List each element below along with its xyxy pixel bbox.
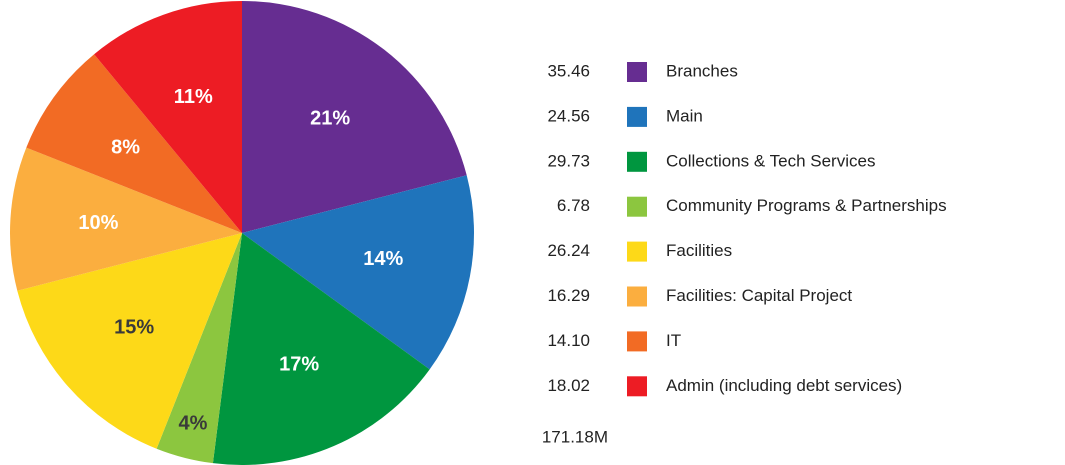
legend-swatch — [627, 106, 647, 127]
legend-label: Collections & Tech Services — [666, 151, 875, 170]
total: 171.18M — [542, 427, 608, 446]
slice-label: 4% — [179, 412, 208, 434]
legend-swatch — [627, 331, 647, 352]
legend-swatch — [627, 151, 647, 172]
slice-label: 14% — [363, 248, 403, 270]
slice-label: 10% — [78, 212, 118, 234]
legend-amount: 29.73 — [547, 151, 590, 170]
legend-swatch — [627, 286, 647, 307]
pie-slice — [242, 175, 474, 370]
legend-swatch — [627, 376, 647, 397]
legend-amount: 35.46 — [547, 61, 590, 80]
slice-label: 17% — [279, 353, 319, 375]
pie-slice — [26, 54, 242, 233]
legend-amount: 18.02 — [547, 376, 590, 395]
legend-amount: 24.56 — [547, 106, 590, 125]
pie-slice — [242, 1, 467, 233]
slice-label: 11% — [174, 86, 213, 108]
pie-slice — [17, 233, 242, 449]
slice-label: 21% — [310, 108, 350, 130]
legend-label: Main — [666, 106, 703, 125]
legend-label: Facilities: Capital Project — [666, 286, 852, 305]
pie-slice — [10, 147, 243, 291]
pie-slice — [156, 233, 242, 464]
legend-amount: 6.78 — [557, 196, 590, 215]
slice-label: 15% — [114, 316, 154, 338]
legend-label: Community Programs & Partnerships — [666, 196, 947, 215]
pie-slice — [212, 233, 430, 465]
legend-label: Branches — [666, 61, 738, 80]
legend-label: Admin (including debt services) — [666, 376, 902, 395]
slice-label: 8% — [111, 137, 140, 159]
legend-swatch — [627, 241, 647, 262]
pie-slice — [94, 1, 242, 233]
legend-amount: 14.10 — [547, 331, 590, 350]
legend-amount: 26.24 — [547, 241, 590, 260]
legend-amount: 16.29 — [547, 286, 590, 305]
legend-label: Facilities — [666, 241, 732, 260]
legend-swatch — [627, 62, 647, 82]
legend-swatch — [627, 196, 647, 217]
legend-label: IT — [666, 331, 681, 350]
